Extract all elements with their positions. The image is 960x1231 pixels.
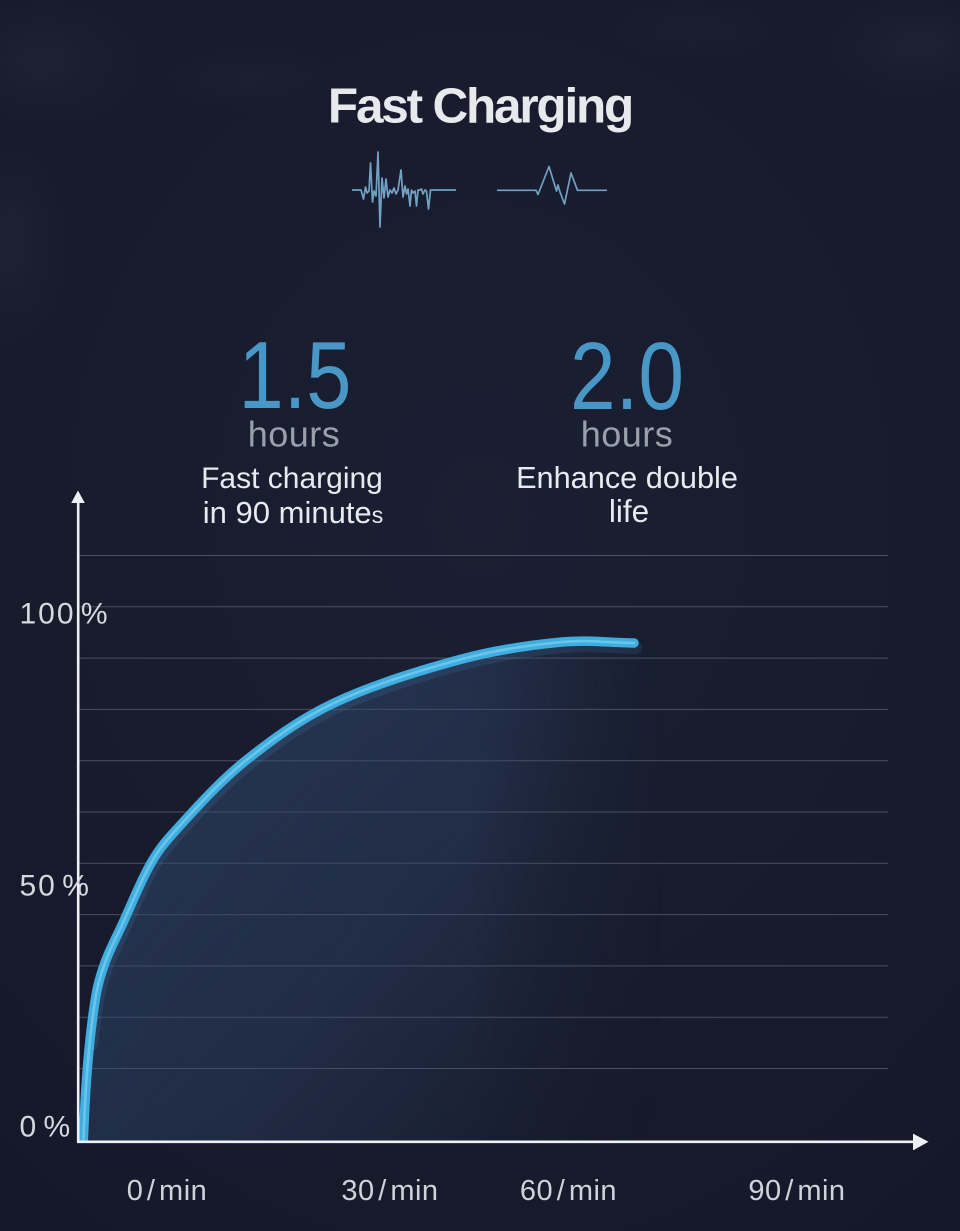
svg-text:30 / min: 30 / min	[341, 1175, 438, 1207]
svg-text:Fast charging: Fast charging	[201, 462, 383, 495]
svg-text:Enhance double: Enhance double	[516, 460, 738, 495]
svg-text:hours: hours	[248, 414, 341, 455]
svg-text:hours: hours	[581, 414, 674, 455]
svg-text:life: life	[609, 493, 649, 529]
svg-text:90 / min: 90 / min	[748, 1175, 845, 1207]
svg-text:Fast Charging: Fast Charging	[328, 79, 632, 134]
svg-text:in 90 minutes: in 90 minutes	[203, 495, 383, 530]
svg-text:100 %: 100 %	[20, 598, 110, 631]
svg-text:0 %: 0 %	[20, 1111, 73, 1144]
svg-text:2.0: 2.0	[570, 324, 684, 430]
svg-text:1.5: 1.5	[239, 323, 352, 429]
svg-text:50 %: 50 %	[20, 870, 91, 903]
svg-text:0 / min: 0 / min	[127, 1175, 208, 1207]
svg-text:60 / min: 60 / min	[520, 1175, 617, 1207]
